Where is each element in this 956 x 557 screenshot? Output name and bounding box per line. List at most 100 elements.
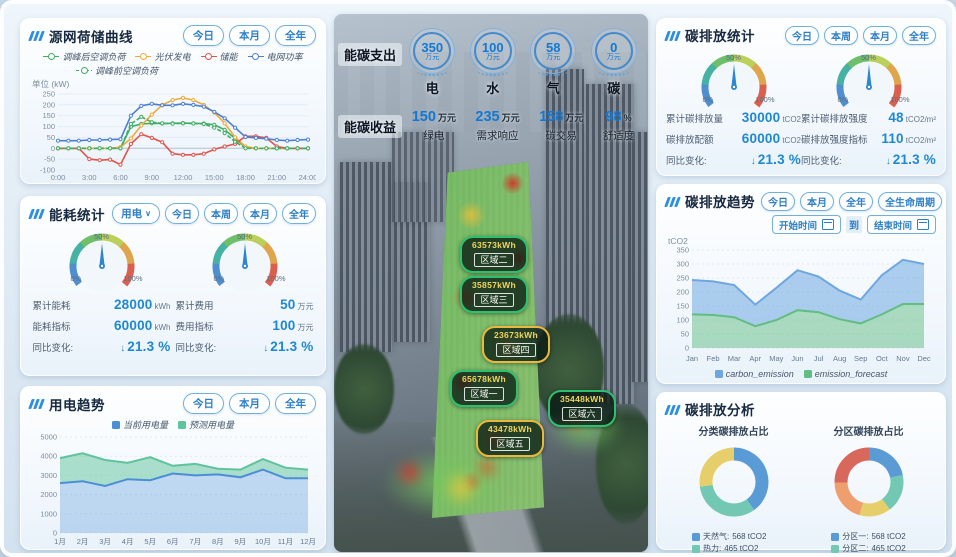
city-building <box>632 132 648 382</box>
gauge-50-label: 50% <box>236 232 253 241</box>
svg-text:Nov: Nov <box>896 354 910 363</box>
cstats-filter-week[interactable]: 本周 <box>824 25 858 45</box>
energy-filter-month[interactable]: 本月 <box>243 203 277 224</box>
end-date-placeholder: 结束时间 <box>873 220 912 232</box>
svg-text:Dec: Dec <box>917 354 931 363</box>
zone-label-区域一[interactable]: 65678kWh 区域一 <box>450 370 518 407</box>
stat-row-intensity-target: 碳排放强度指标 110 tCO2/m² <box>801 130 936 146</box>
ctrend-filter-lifecycle[interactable]: 全生命周期 <box>878 191 942 211</box>
panel-title: 源网荷储曲线 <box>49 29 133 45</box>
svg-text:5月: 5月 <box>144 537 156 546</box>
legend-label: 调峰后空调负荷 <box>62 52 126 62</box>
kpi-circle: 100 万元 <box>469 28 516 76</box>
zone-label-区域四[interactable]: 23673kWh 区域四 <box>482 326 550 363</box>
curve-filter-month[interactable]: 本月 <box>229 25 270 46</box>
zone-value: 65678kWh <box>462 374 506 384</box>
curve-legend: 调峰后空调负荷 光伏发电 储能 电网功率 <box>30 50 316 63</box>
curve-filter-year[interactable]: 全年 <box>275 25 316 46</box>
legend-label: 电网功率 <box>266 52 303 62</box>
panel-source-grid-storage-curve: 源网荷储曲线 今日 本月 全年 调峰后空调负荷 光伏发电 储能 电网功率 调峰前… <box>20 18 326 184</box>
energy-filter-week[interactable]: 本周 <box>204 203 238 224</box>
category-emission-donut <box>699 447 768 517</box>
svg-text:200: 200 <box>42 100 55 109</box>
svg-text:2月: 2月 <box>77 537 89 546</box>
zone-value: 63573kWh <box>472 240 516 250</box>
zone-label-区域五[interactable]: 43478kWh 区域五 <box>476 420 544 457</box>
ctrend-filter-year[interactable]: 全年 <box>839 191 873 211</box>
gauge-50-label: 50% <box>725 53 742 62</box>
svg-text:-100: -100 <box>40 166 55 175</box>
income-label: 能碳收益 <box>338 115 403 138</box>
start-date-picker[interactable]: 开始时间 <box>771 215 841 234</box>
svg-text:12:00: 12:00 <box>174 173 193 182</box>
legend-label: carbon_emission <box>725 369 794 379</box>
svg-text:250: 250 <box>42 90 55 99</box>
kpi-circle: 350 万元 <box>409 28 456 76</box>
down-arrow-icon: ↓ <box>885 155 891 167</box>
legend-marker <box>692 533 700 541</box>
end-date-picker[interactable]: 结束时间 <box>866 215 936 234</box>
panel-carbon-emission-statistics: 碳排放统计 今日 本周 本月 全年 50% 0% 100% 累计碳排放量 3000… <box>656 18 946 176</box>
panel-hash-icon <box>664 404 681 415</box>
expense-gas: 58 万元 气 <box>530 28 577 97</box>
start-date-placeholder: 开始时间 <box>778 220 817 232</box>
panel-hash-icon <box>28 31 45 41</box>
cstats-filter-month[interactable]: 本月 <box>863 25 897 45</box>
svg-text:150: 150 <box>676 302 689 311</box>
stat-row-yoy-change: 同比变化: ↓ 21.3 % <box>801 150 936 171</box>
gauge-50-label: 50% <box>93 232 110 241</box>
svg-text:50: 50 <box>47 133 55 142</box>
income-demand-response: 235 万元 需求响应 <box>475 109 520 142</box>
svg-text:1000: 1000 <box>40 509 57 518</box>
zone-label-区域三[interactable]: 35857kWh 区域三 <box>460 276 528 313</box>
city-building <box>340 162 392 352</box>
zone-value: 43478kWh <box>488 424 532 434</box>
legend-gas: 天然气: 568 tCO2 <box>692 531 766 543</box>
ctrend-filter-today[interactable]: 今日 <box>761 191 795 211</box>
svg-text:Mar: Mar <box>728 354 741 363</box>
legend-label: 储能 <box>219 52 238 62</box>
svg-text:9月: 9月 <box>235 537 247 546</box>
curve-filter-today[interactable]: 今日 <box>183 25 224 46</box>
legend-zone2: 分区二: 465 tCO2 <box>831 543 906 553</box>
svg-text:3:00: 3:00 <box>82 173 97 182</box>
usage-filter-today[interactable]: 今日 <box>183 393 224 414</box>
cstats-filter-year[interactable]: 全年 <box>902 25 936 45</box>
city-building <box>392 132 454 222</box>
ctrend-filter-month[interactable]: 本月 <box>800 191 834 211</box>
gauge-100-label: 100% <box>266 274 286 283</box>
svg-text:50: 50 <box>681 330 689 339</box>
zone-name: 区域一 <box>464 387 504 402</box>
usage-legend: 当前用电量 预测用电量 <box>30 418 316 431</box>
energy-type-dropdown[interactable]: 用电 ∨ <box>112 203 160 224</box>
legend-label: 调峰前空调负荷 <box>95 66 159 76</box>
svg-text:9:00: 9:00 <box>144 173 159 182</box>
usage-filter-month[interactable]: 本月 <box>229 393 270 414</box>
legend-marker-grid <box>247 52 264 61</box>
svg-text:350: 350 <box>676 246 689 255</box>
gauge-arc <box>701 54 766 112</box>
gauge-50-label: 50% <box>860 53 877 62</box>
svg-text:100: 100 <box>42 122 55 131</box>
svg-text:May: May <box>769 354 783 363</box>
stat-row-emission-quota: 碳排放配额 60000 tCO2 <box>666 130 801 146</box>
zone-label-区域二[interactable]: 63573kWh 区域二 <box>460 236 528 273</box>
svg-text:3月: 3月 <box>99 537 111 546</box>
svg-text:1月: 1月 <box>54 537 66 546</box>
legend-marker-ac-after <box>43 52 60 61</box>
legend-label: 当前用电量 <box>122 420 168 430</box>
energy-filter-year[interactable]: 全年 <box>282 203 316 224</box>
cstats-filter-today[interactable]: 今日 <box>785 25 819 45</box>
panel-title: 碳排放分析 <box>685 403 755 418</box>
energy-filter-today[interactable]: 今日 <box>165 203 199 224</box>
zone-label-区域六[interactable]: 35448kWh 区域六 <box>548 390 616 427</box>
usage-filter-year[interactable]: 全年 <box>275 393 316 414</box>
stat-row-total-energy: 累计能耗 28000 kWh <box>32 297 171 312</box>
dropdown-value: 用电 <box>121 208 143 220</box>
svg-text:0: 0 <box>51 144 55 153</box>
stat-row-yoy-change: 同比变化: ↓ 21.3 % <box>176 337 314 358</box>
zone-name: 区域五 <box>490 437 530 452</box>
gauge-arc <box>212 233 277 291</box>
zone-emission-donut <box>834 447 903 517</box>
